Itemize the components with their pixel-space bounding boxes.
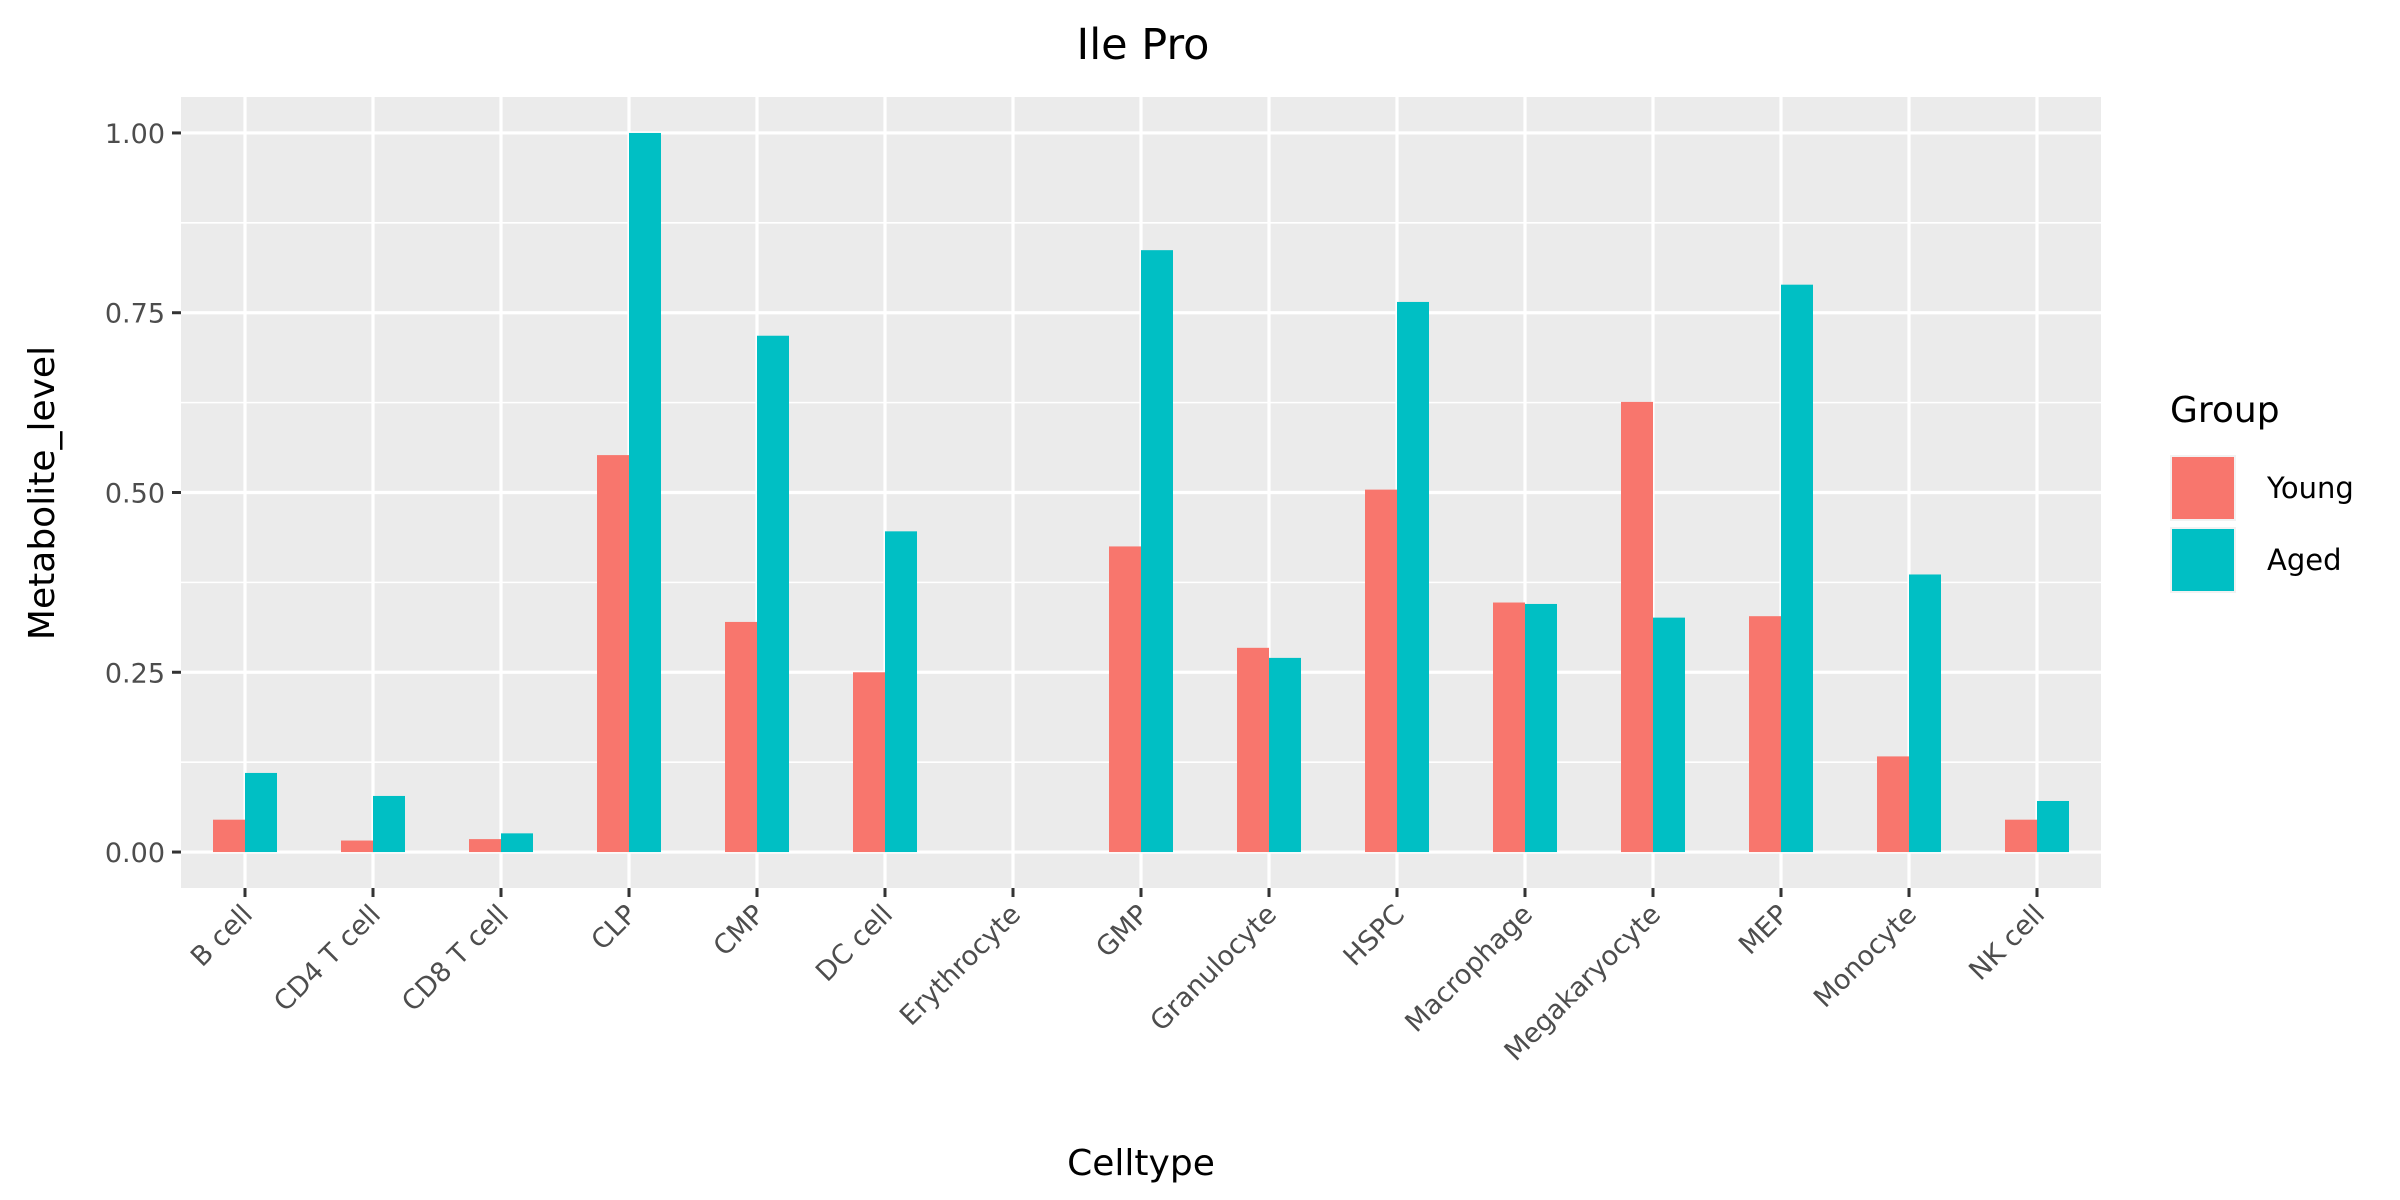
x-axis-title: Celltype <box>1067 1143 1215 1184</box>
legend-label-aged: Aged <box>2267 543 2342 577</box>
bar-young-5 <box>853 672 885 853</box>
y-axis-title: Metabolite_level <box>22 346 63 640</box>
bar-aged-11 <box>1653 617 1685 853</box>
bar-young-10 <box>1493 602 1525 853</box>
x-axis: B cell CD4 T cell CD8 T cell CLP CMP DC cellE… <box>185 888 2051 1067</box>
legend: Group Young Aged <box>2170 390 2354 593</box>
bar-young-3 <box>597 455 629 853</box>
legend-title: Group <box>2170 390 2280 431</box>
bar-young-13 <box>1877 756 1909 853</box>
x-tick-label: Erythrocyte <box>894 899 1027 1032</box>
bar-aged-10 <box>1525 603 1557 853</box>
legend-swatch-young <box>2172 457 2234 519</box>
bar-aged-13 <box>1909 574 1941 853</box>
y-tick-label: 0.75 <box>105 299 165 330</box>
bar-aged-9 <box>1397 301 1429 853</box>
x-tick-label: Granulocyte <box>1144 899 1282 1037</box>
bar-aged-1 <box>373 795 405 853</box>
bar-aged-3 <box>629 132 661 853</box>
x-tick-label: B cell <box>185 899 259 973</box>
y-axis: 0.00 0.25 0.50 0.75 1.00 <box>105 119 181 869</box>
y-tick-label: 1.00 <box>105 119 165 150</box>
bar-aged-0 <box>245 772 277 853</box>
x-tick-label: CD4 T cell <box>268 899 387 1018</box>
x-tick-label: CD8 T cell <box>396 899 515 1018</box>
x-tick-label: CMP <box>708 899 771 962</box>
bar-aged-2 <box>501 833 533 853</box>
y-tick-label: 0.00 <box>105 838 165 869</box>
bar-young-9 <box>1365 489 1397 853</box>
legend-swatch-aged <box>2172 529 2234 591</box>
bar-aged-5 <box>885 531 917 853</box>
bar-aged-8 <box>1269 657 1301 853</box>
x-tick-label: CLP <box>586 899 643 956</box>
bar-young-1 <box>341 840 373 853</box>
x-tick-label: GMP <box>1090 899 1155 964</box>
bar-young-14 <box>2005 819 2037 853</box>
bar-young-12 <box>1749 616 1781 853</box>
y-tick-label: 0.25 <box>105 658 165 689</box>
bar-aged-12 <box>1781 284 1813 853</box>
bars <box>213 132 2069 853</box>
bar-aged-7 <box>1141 250 1173 853</box>
bar-young-8 <box>1237 647 1269 853</box>
bar-young-0 <box>213 819 245 853</box>
x-tick-label: NK cell <box>1963 899 2051 987</box>
x-tick-label: HSPC <box>1338 899 1411 972</box>
legend-label-young: Young <box>2266 471 2354 505</box>
x-tick-label: DC cell <box>810 899 899 988</box>
bar-young-11 <box>1621 401 1653 853</box>
y-tick-label: 0.50 <box>105 479 165 510</box>
bar-young-7 <box>1109 546 1141 853</box>
bar-aged-4 <box>757 335 789 853</box>
x-tick-label: Monocyte <box>1808 899 1923 1014</box>
chart-title: Ile Pro <box>1077 20 1210 70</box>
bar-aged-14 <box>2037 800 2069 853</box>
x-tick-label: Macrophage <box>1399 899 1538 1038</box>
bar-young-2 <box>469 839 501 853</box>
x-tick-label: MEP <box>1733 899 1795 961</box>
bar-young-4 <box>725 621 757 853</box>
